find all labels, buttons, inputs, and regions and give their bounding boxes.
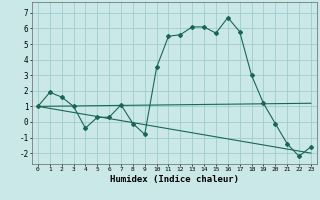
X-axis label: Humidex (Indice chaleur): Humidex (Indice chaleur) (110, 175, 239, 184)
